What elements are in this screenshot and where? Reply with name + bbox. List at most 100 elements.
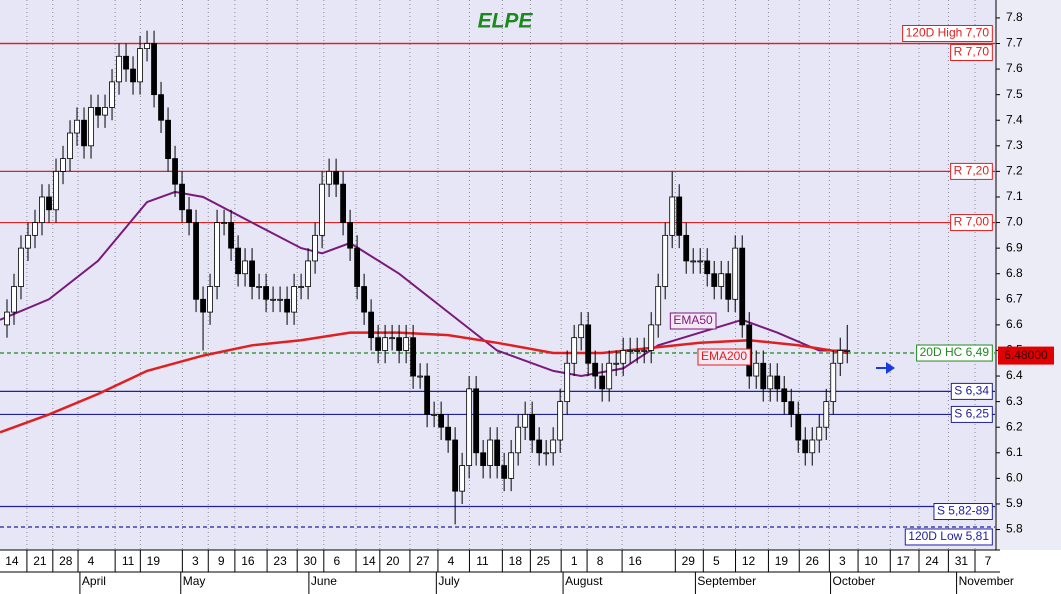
level-label: S 6,25 <box>954 407 989 421</box>
ema-line <box>0 190 848 378</box>
candle-body <box>599 375 606 390</box>
y-tick-label: 6.8 <box>1006 266 1023 280</box>
x-tick-label: 25 <box>537 554 551 568</box>
candle-body <box>221 222 227 224</box>
level-label: R 7,00 <box>954 215 990 229</box>
x-tick-label: 3 <box>839 554 846 568</box>
candle-body <box>375 337 382 351</box>
candle-body <box>844 350 851 352</box>
candle-body <box>767 375 774 390</box>
y-tick-label: 7.5 <box>1006 87 1023 101</box>
y-tick-label: 6.4 <box>1006 368 1023 382</box>
candle-body <box>431 414 438 416</box>
candle-body <box>732 247 739 300</box>
x-tick-label: 12 <box>742 554 756 568</box>
candle-body <box>88 107 94 147</box>
y-tick-label: 6.7 <box>1006 291 1023 305</box>
month-label: June <box>311 574 337 588</box>
candle-body <box>592 362 599 377</box>
candle-body <box>585 324 592 364</box>
x-tick-label: 16 <box>241 554 255 568</box>
level-label-box <box>950 382 993 400</box>
x-tick-label: 28 <box>59 554 73 568</box>
candle-body <box>830 362 837 403</box>
candle-body <box>550 439 557 454</box>
candle-body <box>564 362 571 403</box>
candle-body <box>354 247 361 287</box>
candle-body <box>627 350 634 352</box>
level-label: 120D High 7,70 <box>906 26 990 40</box>
ema-label-box <box>697 348 751 366</box>
candle-body <box>739 247 746 326</box>
candle-body <box>522 414 529 428</box>
candle-body <box>816 426 823 441</box>
candle-body <box>718 273 725 287</box>
candle-body <box>123 55 129 70</box>
candle-body <box>326 170 332 185</box>
candle-body <box>725 273 732 300</box>
candle-body <box>319 183 325 236</box>
level-label: 120D Low 5,81 <box>908 529 989 543</box>
candle-body <box>403 337 410 351</box>
candle-body <box>158 94 164 121</box>
candle-body <box>340 183 347 223</box>
x-tick-label: 4 <box>448 554 455 568</box>
candle-body <box>200 298 206 313</box>
x-tick-label: 26 <box>806 554 820 568</box>
month-label: October <box>833 574 876 588</box>
x-tick-label: 8 <box>597 554 604 568</box>
x-tick-label: 17 <box>897 554 911 568</box>
candle-body <box>11 286 17 313</box>
candle-body <box>578 324 585 339</box>
y-tick-label: 6.1 <box>1006 445 1023 459</box>
candle-body <box>837 350 844 364</box>
candle-body <box>466 388 473 466</box>
x-tick-label: 19 <box>775 554 789 568</box>
y-tick-label: 6.0 <box>1006 471 1023 485</box>
candle-body <box>389 337 396 340</box>
ema-line <box>0 331 848 434</box>
x-tick-label: 24 <box>925 554 939 568</box>
arrow <box>876 362 895 374</box>
candle-body <box>312 234 318 262</box>
candle-body <box>333 170 340 185</box>
ema-label-box <box>669 312 717 330</box>
x-tick-label: 4 <box>88 554 95 568</box>
candle-body <box>620 350 627 364</box>
candle-body <box>606 362 613 390</box>
candle-body <box>410 337 417 377</box>
candle-body <box>690 260 697 263</box>
level-label-box <box>950 43 993 61</box>
x-tick-label: 14 <box>362 554 376 568</box>
candle-body <box>508 452 515 479</box>
x-tick-label: 29 <box>682 554 696 568</box>
month-label: May <box>183 574 206 588</box>
candle-body <box>760 362 767 390</box>
level-label: 20D HC 6,49 <box>920 345 990 359</box>
candle-body <box>669 196 676 236</box>
level-label: R 7,20 <box>954 164 990 178</box>
level-label-box <box>904 528 993 546</box>
candle-body <box>424 375 431 415</box>
candle-body <box>18 247 24 287</box>
candle-body <box>32 222 38 236</box>
candle-body <box>46 196 52 211</box>
candle-body <box>487 439 494 466</box>
level-label: R 7,70 <box>954 45 990 59</box>
month-label: April <box>82 574 106 588</box>
candle-body <box>193 222 199 300</box>
candle-body <box>235 247 241 275</box>
candle-body <box>382 337 389 351</box>
candle-body <box>515 426 522 454</box>
candle-body <box>641 350 648 352</box>
candle-body <box>529 414 536 441</box>
y-tick-label: 7.6 <box>1006 61 1023 75</box>
candle-body <box>788 401 795 415</box>
candle-body <box>130 68 136 83</box>
candle-body <box>753 362 760 377</box>
candle-body <box>571 337 578 364</box>
candle-body <box>417 375 424 378</box>
candle-body <box>25 234 31 249</box>
candle-body <box>298 286 304 288</box>
